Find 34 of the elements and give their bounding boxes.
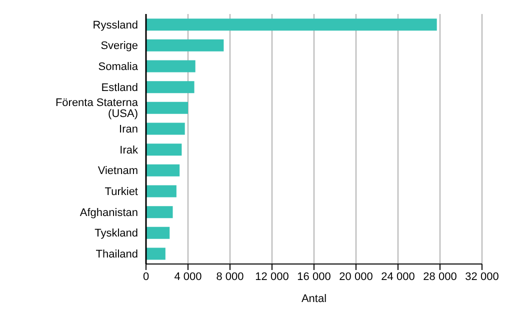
y-tick-label: Thailand: [96, 248, 138, 260]
x-tick-label: 0: [142, 270, 150, 283]
x-tick-label: 8 000: [216, 270, 244, 283]
bar: [146, 206, 173, 218]
y-tick-label: Vietnam: [98, 165, 138, 178]
y-tick-label: Förenta Staterna (USA): [55, 97, 139, 120]
x-tick-label: 16 000: [297, 270, 331, 283]
y-tick-label: Estland: [101, 82, 138, 94]
bar: [146, 144, 182, 156]
bar: [146, 185, 176, 198]
y-tick-label: Afghanistan: [80, 206, 138, 219]
x-tick-label: 20 000: [339, 270, 373, 283]
bar: [146, 81, 194, 94]
bar: [146, 164, 180, 176]
bar: [146, 122, 185, 135]
y-tick-label: Irak: [120, 144, 138, 156]
y-tick-label: Sverige: [100, 40, 138, 52]
y-tick-label: Ryssland: [92, 19, 138, 32]
bar: [146, 102, 188, 114]
bar: [146, 226, 170, 239]
x-tick-label: 24 000: [381, 270, 415, 283]
x-tick-label: 4 000: [174, 270, 202, 283]
y-tick-label: Iran: [119, 123, 138, 136]
x-tick-label: 32 000: [465, 270, 499, 283]
bar: [146, 39, 224, 52]
bar: [146, 60, 196, 72]
y-tick-label: Tyskland: [94, 228, 138, 240]
x-tick-label: 12 000: [255, 270, 289, 283]
x-tick-label: 28 000: [423, 270, 457, 283]
y-tick-label: Somalia: [98, 60, 139, 73]
bar: [146, 248, 166, 260]
y-tick-label: Turkiet: [104, 186, 138, 198]
bar: [146, 18, 437, 31]
x-axis-title: Antal: [301, 293, 327, 305]
